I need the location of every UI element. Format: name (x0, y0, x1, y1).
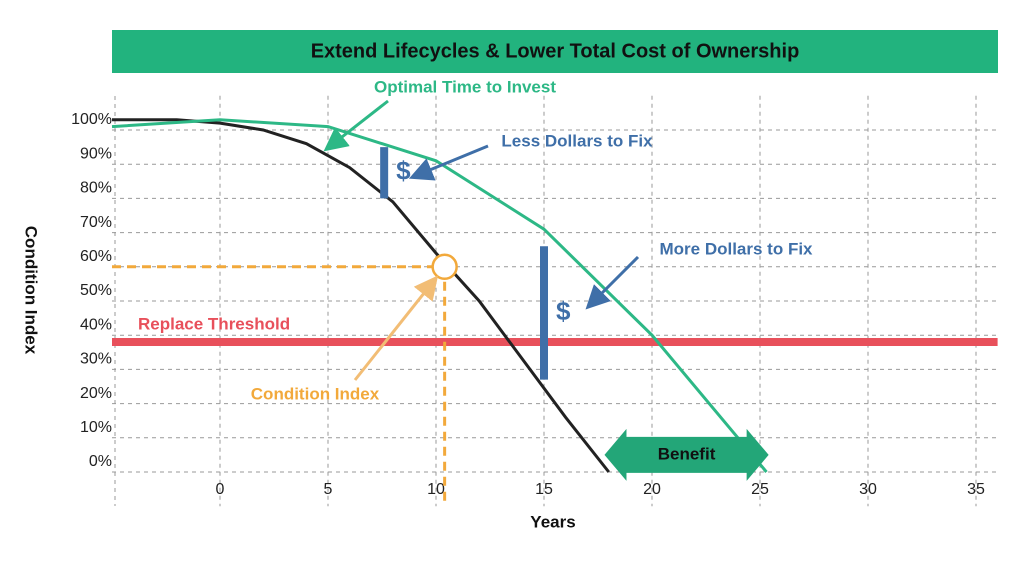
x-tick-label: 0 (216, 481, 225, 498)
benefit-label: Benefit (658, 444, 716, 463)
y-axis-label: Condition Index (22, 226, 41, 355)
x-tick-label: 10 (427, 481, 445, 498)
annotation-arrow (323, 99, 389, 152)
annotation: Optimal Time to Invest (374, 77, 556, 96)
x-axis-label: Years (530, 512, 575, 531)
annotation-arrow (353, 275, 439, 381)
point-marker (431, 253, 458, 281)
plot: 0% 10% 20% 30% 40% 50% 60% 70% 80% 90% 100% 0 5 10 15 2… (71, 95, 998, 507)
y-tick-label: 70% (80, 214, 112, 231)
annotation: Less Dollars to Fix (501, 131, 653, 150)
x-tick-label: 30 (859, 481, 877, 498)
chart-title: Extend Lifecycles & Lower Total Cost of … (311, 40, 800, 62)
x-tick-label: 5 (324, 481, 333, 498)
title-banner (112, 30, 998, 73)
y-tick-label: 40% (80, 316, 112, 333)
annotation-arrow (408, 144, 489, 181)
y-tick-label: 80% (80, 180, 112, 197)
y-tick-label: 100% (71, 111, 112, 128)
annotation: More Dollars to Fix (659, 239, 813, 258)
y-tick-label: 0% (89, 453, 112, 470)
x-tick-label: 20 (643, 481, 661, 498)
line (112, 118, 610, 473)
y-tick-label: 50% (80, 282, 112, 299)
y-tick-label: 60% (80, 248, 112, 265)
y-tick-label: 90% (80, 145, 112, 162)
gap-label: $ (396, 156, 411, 186)
point-label: Condition Index (251, 384, 380, 403)
annotation-arrow (585, 255, 640, 310)
x-tick-label: 25 (751, 481, 769, 498)
y-tick-label: 10% (80, 419, 112, 436)
gap-label: $ (556, 296, 571, 326)
x-tick-label: 15 (535, 481, 553, 498)
threshold-label: Replace Threshold (138, 315, 290, 334)
line (111, 118, 768, 473)
x-tick-label: 35 (967, 481, 985, 498)
y-tick-label: 30% (80, 351, 112, 368)
benefit-arrow (604, 428, 769, 481)
y-tick-label: 20% (80, 385, 112, 402)
